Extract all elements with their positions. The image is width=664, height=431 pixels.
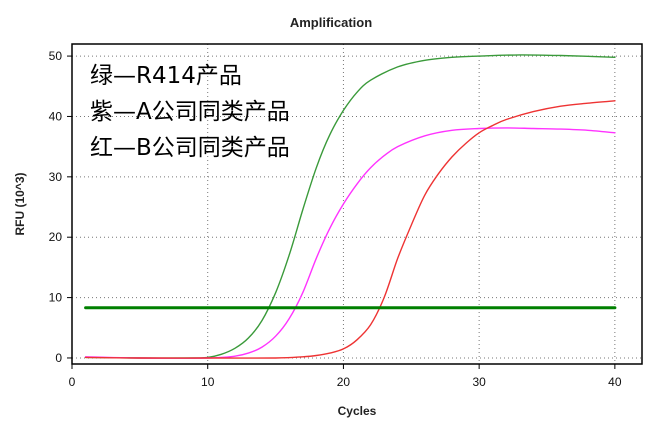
x-tick-label: 30 bbox=[472, 375, 486, 389]
x-tick-label: 40 bbox=[608, 375, 622, 389]
red-curve-company-b bbox=[84, 100, 616, 359]
legend-entry: 红—B公司同类产品 bbox=[90, 135, 290, 161]
y-tick-label: 30 bbox=[49, 170, 63, 184]
y-tick-label: 10 bbox=[49, 291, 63, 305]
y-tick-label: 20 bbox=[49, 230, 63, 244]
y-tick-label: 0 bbox=[55, 351, 62, 365]
y-tick-label: 50 bbox=[49, 49, 63, 63]
green-curve-r414 bbox=[84, 54, 616, 359]
y-tick-label: 40 bbox=[49, 109, 63, 123]
x-axis: 0 10 20 30 40 bbox=[69, 364, 622, 389]
plot-background bbox=[72, 44, 642, 364]
legend-entry: 紫—A公司同类产品 bbox=[90, 99, 290, 125]
legend-entry: 绿—R414产品 bbox=[90, 63, 242, 89]
x-tick-label: 10 bbox=[201, 375, 215, 389]
x-axis-label: Cycles bbox=[338, 404, 377, 418]
chart-title: Amplification bbox=[290, 15, 372, 30]
plot-border bbox=[71, 43, 643, 365]
y-axis-label: RFU (10^3) bbox=[13, 172, 27, 235]
x-tick-label: 20 bbox=[337, 375, 351, 389]
series-layer bbox=[84, 54, 617, 359]
plot-area bbox=[71, 43, 643, 365]
y-axis: 0 10 20 30 40 50 bbox=[49, 49, 72, 365]
x-tick-label: 0 bbox=[69, 375, 76, 389]
grid-lines bbox=[72, 44, 642, 364]
magenta-curve-company-a bbox=[84, 127, 616, 359]
